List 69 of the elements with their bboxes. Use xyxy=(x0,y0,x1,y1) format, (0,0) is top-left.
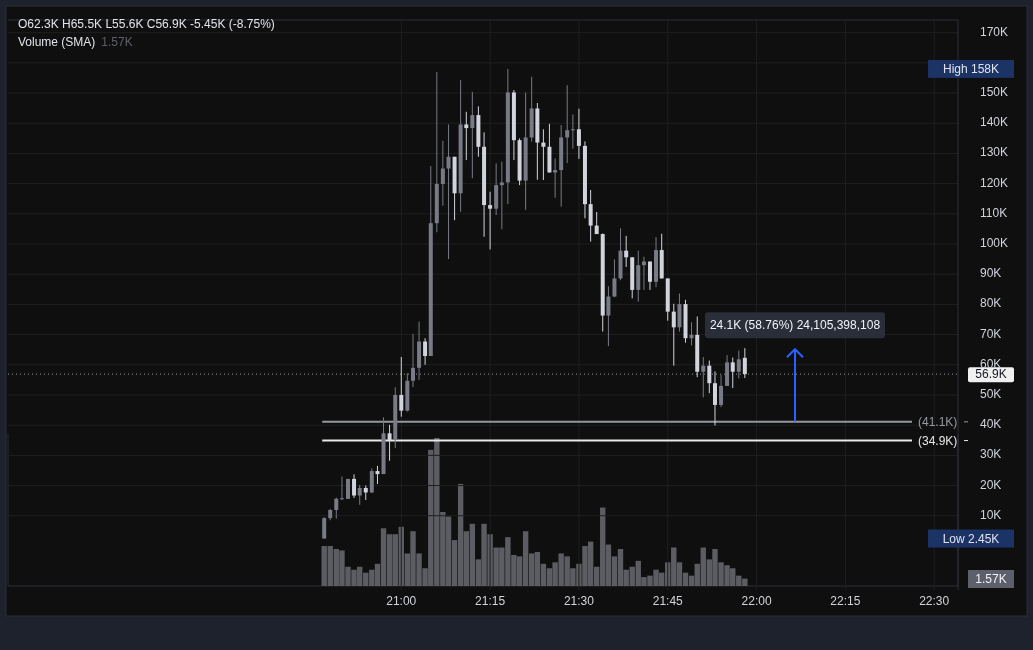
y-tick-label: 130K xyxy=(980,145,1009,160)
candlestick xyxy=(606,285,611,347)
y-tick-label: 110K xyxy=(980,205,1008,220)
candlestick xyxy=(742,347,747,379)
x-tick-label: 21:15 xyxy=(475,594,506,608)
candlestick xyxy=(423,337,428,366)
candlestick xyxy=(588,189,593,243)
chart-title: O62.3K H65.5K L55.6K C56.9K -5.45K (-8.75%) xyxy=(18,17,275,31)
candlestick xyxy=(736,350,741,379)
chart-title: Volume (SMA) xyxy=(18,35,96,49)
text: 1.57K xyxy=(101,35,133,49)
candlestick xyxy=(612,258,617,298)
annotation: 24.1K (58.76%) 24,105,398,108 xyxy=(709,318,881,333)
text: 1.57K xyxy=(975,572,1007,586)
x-tick-label: 22:30 xyxy=(919,594,950,608)
candlestick xyxy=(499,161,504,230)
y-tick-label: 100K xyxy=(980,236,1009,251)
candlestick xyxy=(689,321,694,346)
candlestick xyxy=(440,140,445,207)
candlestick xyxy=(565,84,570,164)
candlestick xyxy=(375,465,380,485)
candlestick xyxy=(719,374,724,408)
y-tick-label: 20K xyxy=(980,477,1002,492)
candlestick xyxy=(387,424,392,462)
ref-line-label: 56.9K xyxy=(975,367,1007,382)
candlestick xyxy=(707,360,712,394)
ref-line-label: (34.9K) xyxy=(918,433,958,448)
y-tick-label: 10K xyxy=(980,507,1002,522)
candlestick xyxy=(725,354,730,387)
annotation: High 158K xyxy=(942,61,1000,76)
y-tick-label: 150K xyxy=(980,85,1009,100)
y-tick-label: 80K xyxy=(980,296,1002,311)
candlestick xyxy=(339,475,344,501)
y-tick-label: 120K xyxy=(980,175,1009,190)
x-tick-label: 21:00 xyxy=(386,594,417,608)
candlestick xyxy=(647,261,652,291)
candlestick xyxy=(352,473,357,499)
y-tick-label: 70K xyxy=(980,326,1002,341)
candlestick xyxy=(576,108,581,160)
x-tick-label: 21:45 xyxy=(652,594,684,608)
candlestick xyxy=(411,333,416,388)
candlestick xyxy=(712,370,717,426)
candlestick xyxy=(701,356,706,398)
x-tick-label: 22:15 xyxy=(830,594,861,608)
y-tick-label: 30K xyxy=(980,447,1002,462)
candlestick xyxy=(464,111,469,161)
y-tick-label: 40K xyxy=(980,417,1002,432)
y-tick-label: 90K xyxy=(980,266,1002,281)
x-tick-label: 22:00 xyxy=(741,594,772,608)
candlestick xyxy=(730,357,735,389)
candlestick xyxy=(446,123,451,260)
candlestick xyxy=(494,162,499,216)
candlestick xyxy=(334,497,339,520)
candlestick xyxy=(470,91,475,179)
candlestick xyxy=(369,467,374,494)
candlestick xyxy=(541,128,546,181)
candlestick xyxy=(570,114,575,150)
x-tick-label: 21:30 xyxy=(563,594,595,608)
y-tick-label: 170K xyxy=(980,24,1009,39)
y-tick-label: 50K xyxy=(980,386,1002,401)
annotation: Low 2.45K xyxy=(942,531,1000,546)
candlestick xyxy=(488,191,493,250)
candlestick xyxy=(357,484,362,506)
y-tick-label: 140K xyxy=(980,115,1009,130)
candlestick xyxy=(399,356,404,418)
candlestick xyxy=(677,293,682,333)
ref-line-label: (41.1K) xyxy=(918,414,958,429)
candlestick xyxy=(322,516,327,540)
candlestick xyxy=(671,303,676,367)
